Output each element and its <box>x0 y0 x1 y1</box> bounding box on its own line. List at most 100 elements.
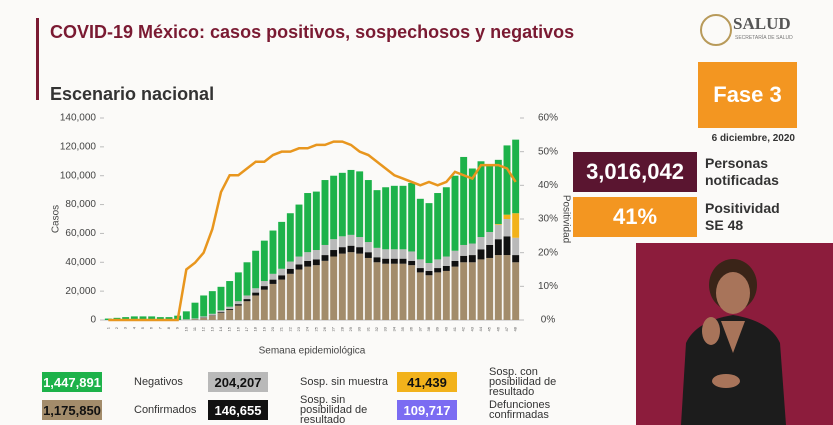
bar-segment <box>217 312 225 320</box>
bar-segment <box>165 317 173 320</box>
bar-segment <box>425 275 433 320</box>
bar-segment <box>208 313 216 316</box>
bar-segment <box>460 262 468 320</box>
y-tick-label: 0 <box>90 315 96 326</box>
bar-segment <box>364 252 372 258</box>
positivity-line <box>108 140 517 322</box>
bar-segment <box>442 270 450 320</box>
bar-segment <box>434 268 442 273</box>
bar-segment <box>477 259 485 320</box>
y-tick-label: 80,000 <box>65 199 96 210</box>
bar-segment <box>434 259 442 269</box>
bar-segment <box>269 283 277 320</box>
x-tick-label: 28 <box>339 326 344 331</box>
x-tick-label: 2 <box>114 326 119 329</box>
bar-segment <box>208 291 216 314</box>
bar-segment <box>494 224 502 240</box>
bar-segment <box>399 258 407 264</box>
bar-segment <box>486 231 494 245</box>
bar-segment <box>347 252 355 320</box>
x-tick-label: 18 <box>253 326 258 331</box>
x-tick-label: 29 <box>348 326 353 331</box>
bar-segment <box>399 263 407 320</box>
x-tick-label: 10 <box>183 326 188 331</box>
bar-segment <box>468 243 476 256</box>
bar-segment <box>122 317 130 320</box>
bar-segment <box>468 255 476 263</box>
bar-segment <box>252 288 260 293</box>
bar-segment <box>338 172 346 237</box>
bar-segment <box>442 187 450 257</box>
bar-segment <box>330 256 338 320</box>
bar-segment <box>226 281 234 307</box>
bar-segment <box>425 270 433 276</box>
subtitle: Escenario nacional <box>50 84 215 104</box>
bar-segment <box>286 273 294 320</box>
bar-segment <box>278 279 286 320</box>
x-tick-label: 21 <box>279 326 284 331</box>
bar-segment <box>512 139 520 214</box>
bar-segment <box>356 253 364 320</box>
y-tick-label: 40,000 <box>65 257 96 268</box>
bar-segment <box>382 263 390 320</box>
bar-segment <box>191 318 199 320</box>
bar-segment <box>364 257 372 320</box>
bar-segment <box>321 244 329 256</box>
bar-segment <box>512 262 520 320</box>
x-tick-label: 15 <box>227 326 232 331</box>
bar-segment <box>234 301 242 305</box>
x-tick-label: 4 <box>131 326 136 329</box>
x-tick-label: 38 <box>426 326 431 331</box>
notified-value: 3,016,042 <box>573 152 697 192</box>
y2-tick-label: 10% <box>538 281 558 292</box>
bar-segment <box>416 259 424 269</box>
legend-label: Confirmados <box>134 404 197 416</box>
bar-segment <box>390 263 398 320</box>
bar-segment <box>512 237 520 256</box>
bar-segment <box>503 219 511 237</box>
bar-segment <box>494 239 502 256</box>
legend-total: 1,175,850 <box>42 400 102 420</box>
x-tick-label: 39 <box>435 326 440 331</box>
x-tick-label: 6 <box>149 326 154 329</box>
bar-segment <box>451 266 459 320</box>
bar-segment <box>425 263 433 271</box>
bar-segment <box>382 258 390 264</box>
bar-segment <box>451 250 459 261</box>
bar-segment <box>295 264 303 270</box>
legend-label: Sosp. sin posibilidad de resultado <box>300 394 368 425</box>
bar-segment <box>260 240 268 282</box>
bar-segment <box>321 180 329 245</box>
y-tick-label: 120,000 <box>60 141 97 152</box>
x-tick-label: 41 <box>452 326 457 331</box>
bar-segment <box>200 317 208 320</box>
x-tick-label: 1 <box>105 326 110 329</box>
x-tick-label: 11 <box>192 326 197 331</box>
legend-label: Sosp. con posibilidad de resultado <box>489 366 557 398</box>
bar-segment <box>468 262 476 320</box>
x-axis-title: Semana epidemiológica <box>259 346 366 357</box>
bar-segment <box>390 258 398 264</box>
positivity-value: 41% <box>573 197 697 237</box>
x-tick-label: 27 <box>331 326 336 331</box>
bar-segment <box>130 316 138 320</box>
chart: 0 20,000 40,000 60,000 80,000 100,000 120,000 1… <box>51 113 572 357</box>
x-tick-label: 35 <box>400 326 405 331</box>
bar-segment <box>356 171 364 238</box>
bar-segment <box>503 236 511 256</box>
bar-segment <box>312 265 320 320</box>
bar-segment <box>434 272 442 320</box>
x-tick-label: 36 <box>409 326 414 331</box>
y-tick-label: 20,000 <box>65 286 96 297</box>
bar-segment <box>408 182 416 252</box>
x-tick-label: 3 <box>123 326 128 329</box>
bar-segment <box>148 316 156 320</box>
bar-segment <box>234 305 242 320</box>
x-tick-label: 33 <box>383 326 388 331</box>
bar-segment <box>312 259 320 266</box>
bar-segment <box>338 247 346 254</box>
x-tick-label: 23 <box>296 326 301 331</box>
x-tick-label: 9 <box>175 326 180 329</box>
logo-seal <box>700 14 732 46</box>
y2-tick-label: 30% <box>538 214 558 225</box>
